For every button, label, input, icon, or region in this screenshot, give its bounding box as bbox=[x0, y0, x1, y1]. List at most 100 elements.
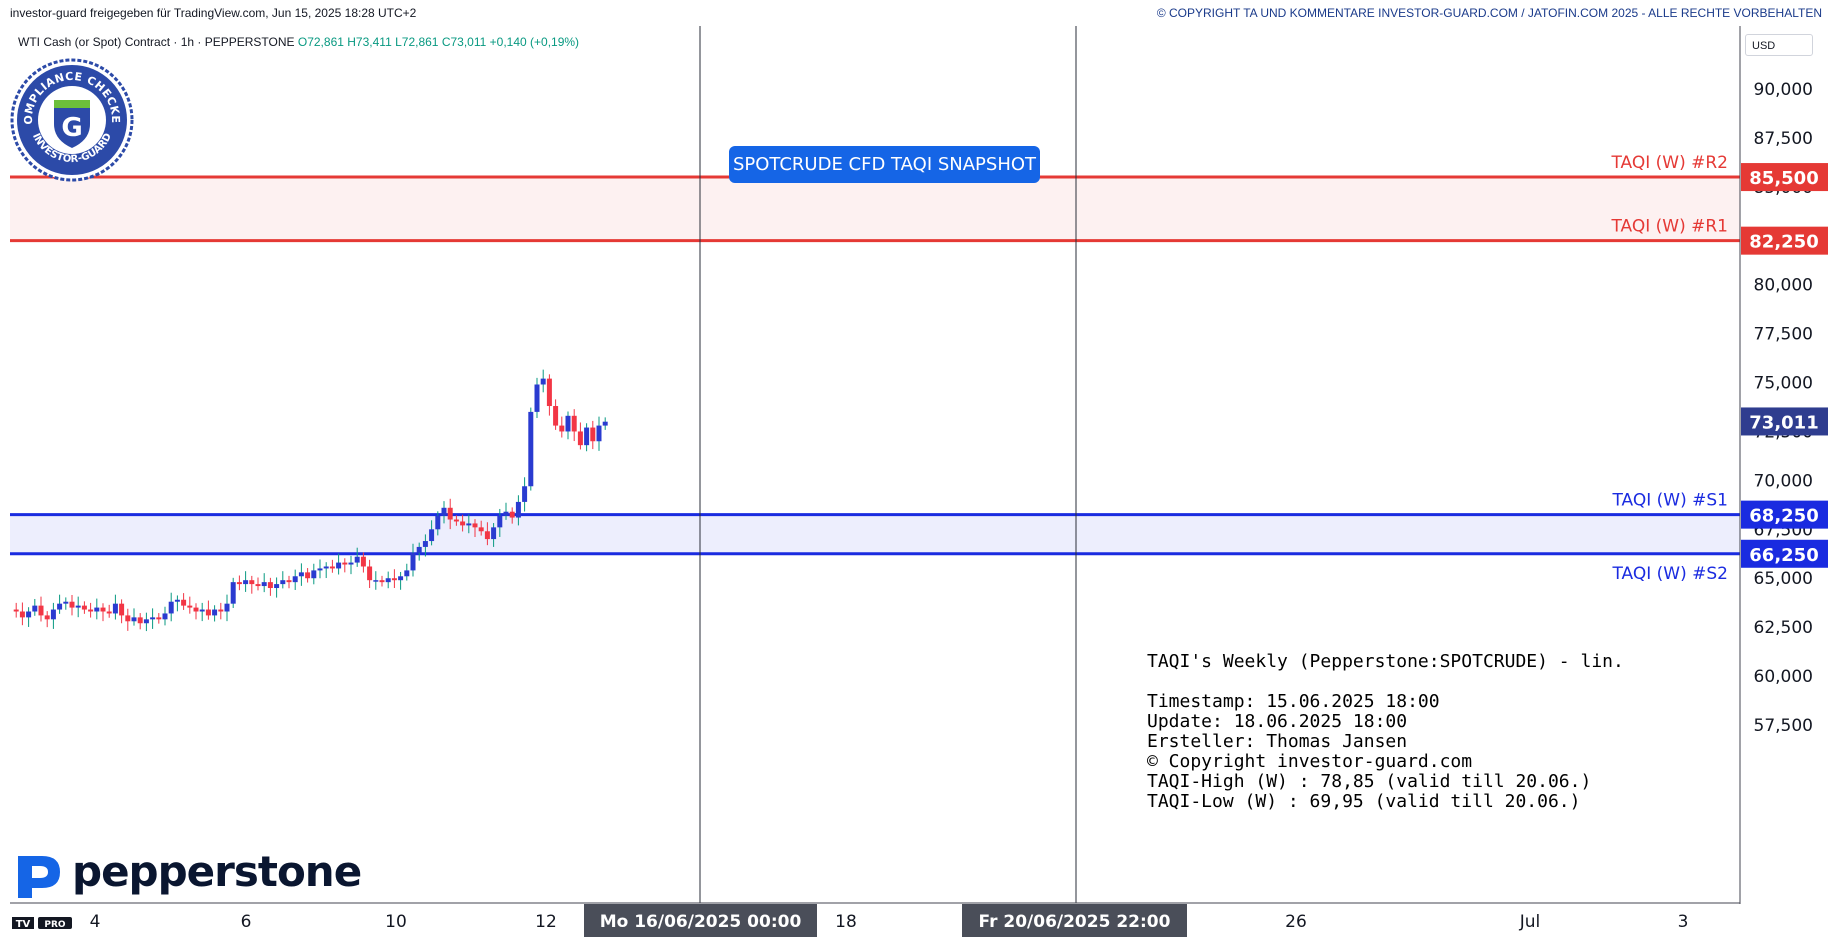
candle-body bbox=[540, 378, 546, 385]
taqi-info-box: TAQI's Weekly (Pepperstone:SPOTCRUDE) - … bbox=[1147, 652, 1624, 812]
candle-body bbox=[342, 562, 348, 565]
info-title: TAQI's Weekly (Pepperstone:SPOTCRUDE) - … bbox=[1147, 651, 1624, 672]
level-name-label: TAQI (W) #S1 bbox=[1611, 491, 1728, 511]
info-line: TAQI-High (W) : 78,85 (valid till 20.06.… bbox=[1147, 771, 1592, 792]
candle-body bbox=[32, 605, 38, 612]
candle-body bbox=[137, 617, 143, 624]
price-chart[interactable]: 90,00087,50085,00082,50080,00077,50075,0… bbox=[0, 0, 1828, 904]
candle-body bbox=[429, 529, 435, 542]
candle-body bbox=[546, 378, 552, 407]
time-axis[interactable]: 4 6 10 12 18 26 Jul 3 Mo 16/06/2025 00:00 Fr 20/0… bbox=[0, 904, 1740, 937]
info-line: Ersteller: Thomas Jansen bbox=[1147, 731, 1408, 752]
level-price-text: 66,250 bbox=[1749, 545, 1818, 566]
x-tick-label: Jul bbox=[1519, 912, 1541, 932]
y-tick-label: 65,000 bbox=[1754, 569, 1813, 589]
level-price-tag bbox=[1741, 163, 1828, 192]
candle-body bbox=[261, 582, 267, 587]
candle-body bbox=[497, 515, 503, 528]
copyright-notice: © COPYRIGHT TA UND KOMMENTARE INVESTOR-G… bbox=[1156, 6, 1822, 20]
candle-body bbox=[26, 611, 32, 618]
candle-body bbox=[367, 566, 373, 581]
candle-body bbox=[329, 566, 335, 569]
candle-body bbox=[602, 421, 608, 426]
level-name-label: TAQI (W) #R2 bbox=[1610, 153, 1728, 173]
candle-body bbox=[205, 609, 211, 616]
candle-body bbox=[596, 425, 602, 442]
candle-body bbox=[112, 603, 118, 614]
badge-letter: G bbox=[61, 113, 82, 143]
candle-body bbox=[348, 562, 354, 565]
candle-body bbox=[292, 576, 298, 583]
candle-body bbox=[13, 609, 19, 612]
candle-body bbox=[478, 527, 484, 532]
level-price-text: 82,250 bbox=[1749, 232, 1818, 253]
candle-body bbox=[453, 519, 459, 522]
y-tick-label: 87,500 bbox=[1754, 129, 1813, 149]
candle-body bbox=[119, 603, 125, 616]
candle-body bbox=[69, 601, 75, 608]
candle-body bbox=[311, 570, 317, 579]
x-tick-label: 18 bbox=[835, 912, 857, 932]
snapshot-title-button[interactable]: SPOTCRUDE CFD TAQI SNAPSHOT bbox=[729, 146, 1040, 183]
candle-body bbox=[360, 556, 366, 567]
support-zone bbox=[10, 514, 1740, 554]
candle-body bbox=[230, 582, 236, 604]
candle-body bbox=[528, 411, 534, 487]
candle-body bbox=[534, 384, 540, 412]
level-price-text: 85,500 bbox=[1749, 168, 1818, 189]
candle-body bbox=[100, 607, 106, 612]
info-line: Update: 18.06.2025 18:00 bbox=[1147, 711, 1408, 732]
last-price-text: 73,011 bbox=[1749, 412, 1818, 433]
candle-body bbox=[398, 576, 404, 581]
date-highlight-text: Mo 16/06/2025 00:00 bbox=[600, 912, 802, 932]
candle-body bbox=[559, 425, 565, 432]
candle-body bbox=[236, 582, 242, 585]
candle-body bbox=[224, 603, 230, 612]
y-tick-label: 75,000 bbox=[1754, 374, 1813, 394]
candle-body bbox=[466, 523, 472, 526]
candle-body bbox=[143, 619, 149, 624]
x-tick-label: 6 bbox=[241, 912, 252, 932]
y-tick-label: 60,000 bbox=[1754, 667, 1813, 687]
date-highlight-tag bbox=[584, 904, 817, 937]
candle-body bbox=[379, 580, 385, 583]
y-tick-label: 57,500 bbox=[1754, 716, 1813, 736]
candle-body bbox=[125, 615, 131, 622]
currency-button[interactable]: USD bbox=[1745, 34, 1813, 56]
candle-body bbox=[447, 507, 453, 520]
candle-body bbox=[131, 617, 137, 622]
level-price-tag bbox=[1741, 539, 1828, 568]
candle-body bbox=[267, 582, 273, 589]
date-highlight-tag bbox=[962, 904, 1187, 937]
candle-body bbox=[181, 599, 187, 606]
candle-body bbox=[187, 605, 193, 608]
candle-body bbox=[38, 605, 44, 616]
candle-body bbox=[435, 515, 441, 530]
compliance-badge-icon: COMPLIANCE CHECKED INVESTOR-GUARD G bbox=[10, 58, 134, 182]
candle-body bbox=[212, 609, 218, 616]
tradingview-logo-icon: TV PRO bbox=[12, 917, 72, 930]
level-price-tag bbox=[1741, 500, 1828, 529]
resistance-zone bbox=[10, 177, 1740, 241]
high-value: H73,411 bbox=[347, 35, 392, 49]
candle-body bbox=[553, 406, 559, 426]
candle-body bbox=[410, 552, 416, 571]
y-tick-label: 62,500 bbox=[1754, 618, 1813, 638]
candle-body bbox=[565, 415, 571, 432]
info-line: TAQI-Low (W) : 69,95 (valid till 20.06.) bbox=[1147, 791, 1581, 812]
last-price-tag bbox=[1741, 407, 1828, 436]
y-tick-label: 70,000 bbox=[1754, 471, 1813, 491]
candle-body bbox=[44, 615, 50, 620]
close-value: C73,011 bbox=[441, 35, 487, 49]
y-tick-label: 90,000 bbox=[1754, 80, 1813, 100]
y-tick-label: 77,500 bbox=[1754, 325, 1813, 345]
candle-body bbox=[472, 523, 478, 528]
svg-text:TV: TV bbox=[16, 919, 31, 930]
candle-body bbox=[305, 572, 311, 579]
candle-body bbox=[81, 605, 87, 610]
low-value: L72,861 bbox=[395, 35, 439, 49]
y-tick-label: 80,000 bbox=[1754, 276, 1813, 296]
candle-body bbox=[199, 609, 205, 612]
candle-body bbox=[94, 607, 100, 612]
candle-body bbox=[150, 617, 156, 620]
